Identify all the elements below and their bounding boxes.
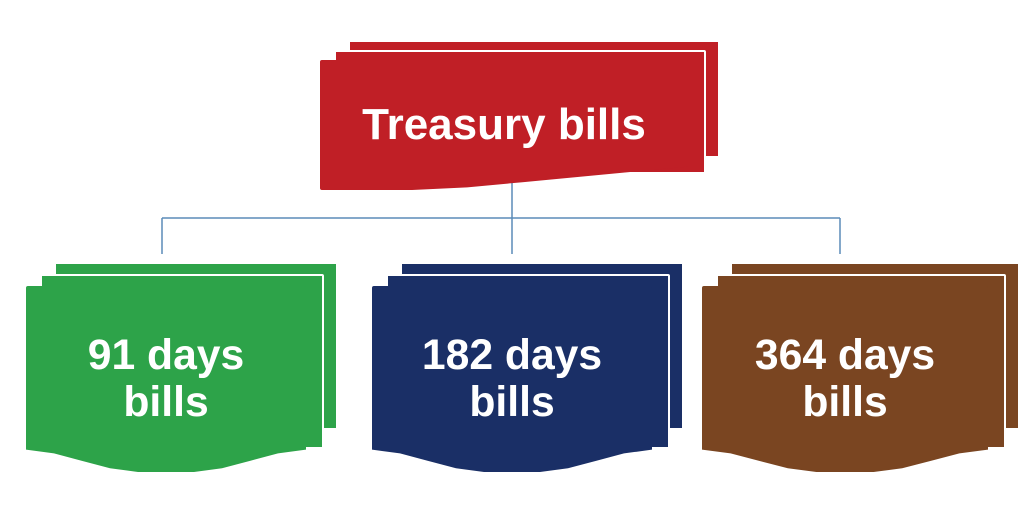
child-node-182: 182 days bills: [372, 262, 680, 472]
child-182-label: 182 days bills: [386, 332, 638, 426]
diagram-stage: Treasury bills 91 days bills 182 days bi…: [0, 0, 1024, 516]
child-364-label: 364 days bills: [716, 332, 974, 426]
child-364-front: 364 days bills: [702, 286, 988, 472]
child-node-364: 364 days bills: [702, 262, 1016, 472]
child-182-front: 182 days bills: [372, 286, 652, 472]
root-label: Treasury bills: [362, 101, 646, 149]
child-node-91: 91 days bills: [26, 262, 334, 472]
root-node: Treasury bills: [320, 40, 716, 190]
child-91-label: 91 days bills: [40, 332, 292, 426]
child-91-front: 91 days bills: [26, 286, 306, 472]
root-card-front: Treasury bills: [320, 60, 688, 190]
